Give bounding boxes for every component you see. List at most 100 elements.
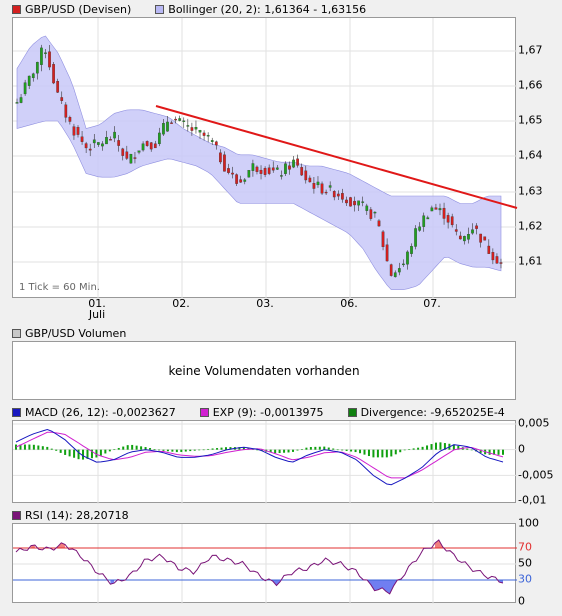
- divergence-bar: [466, 448, 469, 450]
- divergence-bar: [381, 449, 384, 458]
- divergence-bar: [385, 449, 388, 458]
- candle-body: [385, 244, 389, 262]
- candle-body: [162, 123, 165, 135]
- candle-body: [454, 229, 458, 232]
- candle-body: [88, 148, 92, 151]
- divergence-bar: [367, 449, 370, 457]
- candle-body: [210, 140, 214, 142]
- divergence-bar: [309, 447, 312, 450]
- price-y-axis: 1,67 1,66 1,65 1,64 1,63 1,62 1,61: [518, 17, 562, 298]
- rsi-label: RSI (14): 28,20718: [25, 508, 129, 522]
- candle-body: [255, 166, 259, 172]
- price-tick-1-64: 1,64: [518, 148, 543, 162]
- candle-body: [101, 143, 104, 147]
- divergence-bar: [314, 446, 317, 450]
- divergence-bar: [426, 445, 429, 450]
- candle-body: [410, 246, 413, 254]
- candle-body: [406, 251, 409, 265]
- divergence-bar: [399, 449, 402, 453]
- candle-body: [288, 165, 291, 170]
- candle-body: [426, 217, 430, 220]
- candle-body: [137, 150, 141, 153]
- candle-body: [113, 131, 116, 139]
- bollinger-swatch: [155, 4, 165, 14]
- candle-body: [316, 181, 320, 186]
- divergence-bar: [131, 444, 134, 450]
- macd-swatch: [12, 407, 21, 417]
- candle-body: [68, 116, 72, 122]
- candle-body: [389, 264, 393, 276]
- rsi-tick-30: 30: [518, 572, 532, 586]
- bollinger-label: Bollinger (20, 2): 1,61364 - 1,63156: [168, 2, 367, 16]
- candle-body: [223, 154, 226, 172]
- candle-body: [19, 97, 23, 103]
- divergence-bar: [497, 449, 500, 455]
- divergence-bar: [417, 447, 420, 450]
- divergence-bar: [157, 449, 160, 451]
- candle-body: [369, 209, 373, 219]
- divergence-bar: [394, 449, 397, 455]
- candle-body: [80, 136, 84, 142]
- candle-body: [219, 152, 222, 163]
- divergence-bar: [421, 446, 424, 450]
- date-label-06: 06.: [340, 298, 358, 309]
- divergence-bar: [68, 449, 71, 457]
- candle-body: [361, 201, 365, 203]
- candle-body: [206, 135, 210, 137]
- divergence-bar: [269, 449, 272, 453]
- price-tick-1-66: 1,66: [518, 78, 543, 92]
- price-tick-1-67: 1,67: [518, 43, 543, 57]
- candle-body: [178, 118, 182, 121]
- candle-body: [491, 252, 495, 261]
- candle-body: [117, 140, 121, 146]
- divergence-bar: [198, 449, 201, 451]
- divergence-bar: [77, 449, 80, 460]
- candle-body: [483, 236, 487, 241]
- macd-legend: MACD (26, 12): -0,0023627 EXP (9): -0,00…: [12, 405, 523, 419]
- candle-body: [397, 268, 401, 273]
- divergence-bar: [256, 449, 259, 451]
- candle-body: [121, 148, 125, 156]
- divergence-bar: [202, 449, 205, 451]
- candle-body: [141, 143, 145, 151]
- price-tick-1-62: 1,62: [518, 219, 543, 233]
- candle-body: [182, 120, 186, 122]
- divergence-bar: [193, 449, 196, 451]
- candle-body: [56, 81, 60, 93]
- divergence-bar: [28, 444, 31, 450]
- price-tick-1-65: 1,65: [518, 113, 543, 127]
- candle-body: [259, 169, 263, 174]
- divergence-bar: [99, 449, 102, 456]
- candle-body: [479, 233, 483, 243]
- divergence-bar: [390, 449, 393, 457]
- divergence-bar: [50, 448, 53, 450]
- candle-body: [324, 191, 328, 194]
- candle-body: [251, 163, 255, 171]
- candle-body: [320, 183, 324, 194]
- macd-tick-neg-0-01: -0,01: [518, 493, 547, 507]
- candle-body: [414, 228, 417, 247]
- divergence-bar: [104, 449, 107, 454]
- candle-body: [96, 142, 100, 145]
- candle-body: [471, 229, 474, 234]
- divergence-bar: [287, 449, 290, 453]
- candle-body: [349, 197, 352, 207]
- candle-body: [467, 234, 470, 240]
- macd-label: MACD (26, 12): -0,0023627: [25, 405, 176, 419]
- candle-body: [341, 193, 344, 200]
- candle-body: [292, 159, 295, 168]
- divergence-bar: [434, 442, 437, 450]
- divergence-bar: [457, 445, 460, 450]
- date-label-day: 01.: [88, 297, 106, 310]
- price-legend: GBP/USD (Devisen) Bollinger (20, 2): 1,6…: [12, 2, 384, 16]
- candle-body: [263, 167, 267, 175]
- candle-body: [40, 47, 43, 65]
- divergence-bar: [73, 449, 76, 458]
- candle-body: [345, 199, 348, 204]
- rsi-line: [15, 539, 504, 595]
- divergence-bar: [408, 449, 411, 450]
- divergence-bar: [171, 449, 174, 452]
- candle-body: [373, 211, 377, 214]
- divergence-bar: [32, 444, 35, 450]
- price-chart-panel: 1 Tick = 60 Min.: [12, 17, 518, 299]
